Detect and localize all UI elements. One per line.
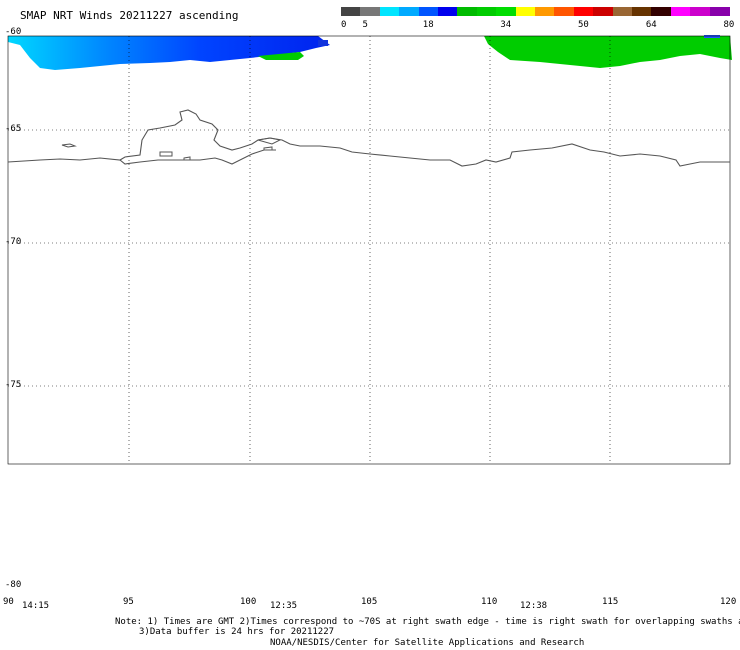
right-swath-dark-tip	[704, 35, 720, 38]
coastline-island-2	[159, 151, 173, 157]
colorbar-segment	[399, 7, 420, 16]
wind-speed-colorbar	[341, 7, 730, 16]
note-line-1: Note: 1) Times are GMT 2)Times correspon…	[115, 617, 740, 627]
colorbar-segment	[457, 7, 478, 16]
colorbar-segment	[535, 7, 555, 16]
colorbar-label: 0	[341, 20, 347, 30]
colorbar-label: 50	[578, 20, 589, 30]
colorbar-label: 64	[645, 20, 657, 30]
colorbar-label: 80	[723, 20, 735, 30]
lon-label-90: 90	[3, 597, 14, 607]
coastline-island-5	[183, 156, 191, 161]
map-frame	[7, 35, 731, 465]
colorbar-segment	[709, 7, 730, 16]
lon-label-110: 110	[481, 597, 498, 607]
colorbar-segment	[632, 7, 652, 16]
lat-label-75: -75	[5, 380, 22, 390]
time-label-right-swath: 12:38	[520, 601, 548, 611]
coastline-shelf-segment	[119, 149, 276, 165]
lat-label-70: -70	[5, 237, 22, 247]
colorbar-label: 5	[362, 20, 368, 30]
lon-label-100: 100	[240, 597, 257, 607]
lon-label-105: 105	[361, 597, 378, 607]
map-title: SMAP NRT Winds 20211227 ascending	[20, 9, 239, 22]
right-wind-swath	[484, 36, 732, 68]
lat-gridlines	[8, 129, 730, 387]
colorbar-segment	[379, 7, 400, 16]
lat-label-80: -80	[5, 580, 22, 590]
lat-label-65: -65	[5, 124, 22, 134]
colorbar-segment	[515, 7, 536, 16]
colorbar-label: 34	[500, 20, 512, 30]
time-label-middle: 12:35	[270, 601, 298, 611]
left-wind-swath	[8, 36, 330, 70]
colorbar-segment	[438, 7, 458, 16]
colorbar-segment	[341, 7, 361, 16]
colorbar-segment	[651, 7, 672, 16]
colorbar-segment	[360, 7, 381, 16]
lon-gridlines	[128, 36, 611, 464]
coastline-island-3	[257, 137, 282, 145]
coastline-island-1	[61, 143, 77, 148]
colorbar-segment	[670, 7, 691, 16]
antarctic-coastline	[7, 109, 730, 167]
colorbar-label: 18	[422, 20, 434, 30]
lat-label-60: -60	[5, 27, 22, 37]
colorbar-segment	[554, 7, 575, 16]
left-swath-cap	[318, 40, 328, 46]
lon-label-115: 115	[602, 597, 619, 607]
colorbar-segment	[690, 7, 711, 16]
left-swath-green-patch	[258, 52, 304, 60]
lon-label-95: 95	[123, 597, 134, 607]
colorbar-segment	[476, 7, 497, 16]
coastline-island-4	[263, 146, 273, 151]
note-line-2: 3)Data buffer is 24 hrs for 20211227	[139, 627, 335, 637]
colorbar-segment	[573, 7, 594, 16]
colorbar-segment	[496, 7, 517, 16]
colorbar-segment	[418, 7, 439, 16]
lon-label-120: 120	[720, 597, 737, 607]
note-line-3: NOAA/NESDIS/Center for Satellite Applica…	[270, 638, 585, 648]
time-label-left-swath: 14:15	[22, 601, 50, 611]
colorbar-segment	[612, 7, 633, 16]
colorbar-segment	[593, 7, 614, 16]
